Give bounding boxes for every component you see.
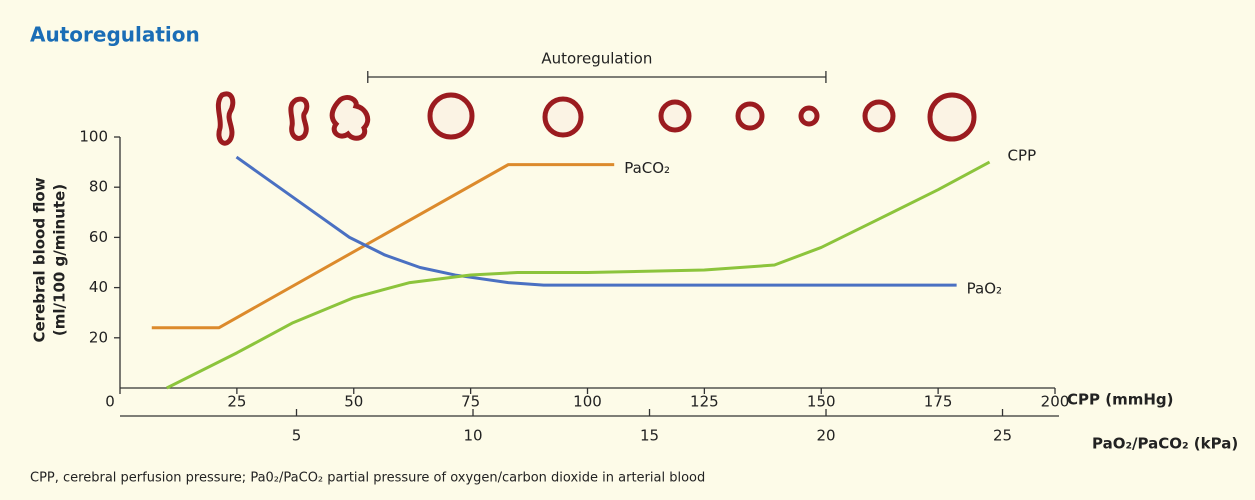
vessels [215,91,977,146]
x-axis-label: CPP (mmHg) [1067,391,1173,409]
y-tick-label: 100 [79,128,108,146]
x2-tick-label: 20 [816,427,835,445]
vessel [927,92,977,142]
x2-axis-label: PaO₂/PaCO₂ (kPa) [1092,435,1238,453]
vessel [862,99,896,133]
vessel [735,101,765,131]
vessel [427,92,475,140]
annotation: Autoregulation [541,50,652,68]
x-tick-label: 125 [690,393,719,411]
x-tick-label: 0 [105,393,115,411]
line [235,155,957,287]
vessel [798,105,820,127]
vessel [329,95,371,141]
line-label: PaO₂ [967,280,1002,298]
line [151,163,615,330]
line-label: CPP [1008,147,1037,165]
y-tick-label: 40 [89,278,108,296]
y-tick-label: 80 [89,178,108,196]
x-tick-label: 175 [924,393,953,411]
y-axis-label: (ml/100 g/minute) [51,184,69,336]
vessel [658,99,692,133]
vessel [288,96,310,141]
vessel [215,91,236,146]
line [166,160,991,390]
x-tick-label: 75 [461,393,480,411]
x2-tick-label: 5 [292,427,302,445]
chart-title: Autoregulation [30,23,200,47]
x-tick-label: 100 [573,393,602,411]
y-axis-label: Cerebral blood flow [31,177,49,342]
x-tick-label: 150 [807,393,836,411]
x-tick-label: 200 [1041,393,1070,411]
vessel [542,96,584,138]
x2-tick-label: 10 [463,427,482,445]
x-tick-label: 25 [227,393,246,411]
x2-tick-label: 15 [640,427,659,445]
footnote: CPP, cerebral perfusion pressure; Pa0₂/P… [30,471,705,486]
line-label: PaCO₂ [624,159,670,177]
y-tick-label: 60 [89,228,108,246]
y-tick-label: 20 [89,328,108,346]
x-tick-label: 50 [344,393,363,411]
x2-tick-label: 25 [993,427,1012,445]
